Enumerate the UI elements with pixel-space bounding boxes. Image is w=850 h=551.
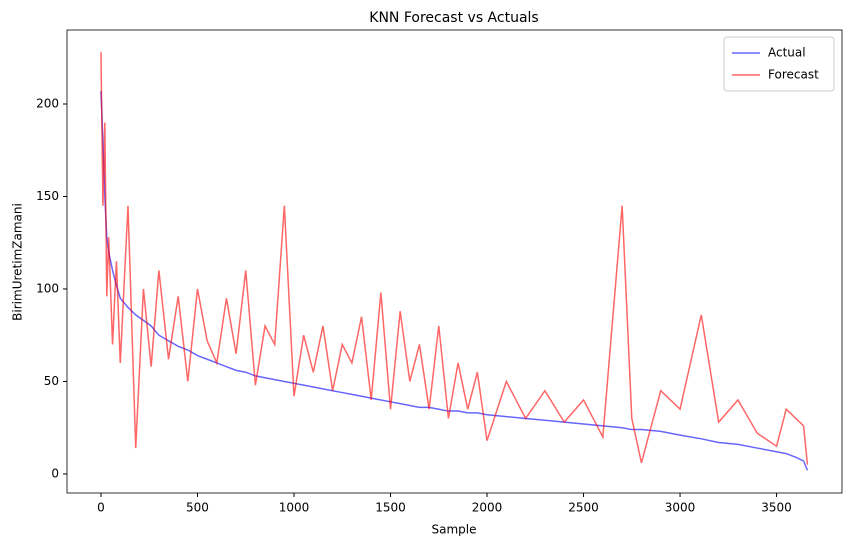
y-tick-label: 50	[44, 374, 59, 388]
x-tick-label: 2500	[568, 501, 599, 515]
line-series	[100, 91, 809, 471]
x-tick-label: 2000	[472, 501, 503, 515]
x-axis-label: Sample	[432, 523, 477, 537]
x-tick-label: 3500	[761, 501, 792, 515]
y-tick-label: 200	[36, 96, 59, 110]
x-tick-label: 1000	[279, 501, 310, 515]
legend-label: Forecast	[768, 68, 819, 82]
x-tick-label: 500	[186, 501, 209, 515]
legend-label: Actual	[768, 46, 806, 60]
y-tick-label: 0	[51, 466, 59, 480]
y-axis-label: BirimUretimZamani	[11, 203, 25, 321]
legend-box	[723, 36, 835, 92]
y-tick-label: 100	[36, 281, 59, 295]
line-series	[100, 52, 809, 465]
plot-frame	[66, 29, 843, 494]
chart-title: KNN Forecast vs Actuals	[369, 10, 538, 26]
y-tick-label: 150	[36, 189, 59, 203]
x-tick-label: 3000	[665, 501, 696, 515]
x-tick-label: 1500	[375, 501, 406, 515]
x-tick-label: 0	[97, 501, 105, 515]
